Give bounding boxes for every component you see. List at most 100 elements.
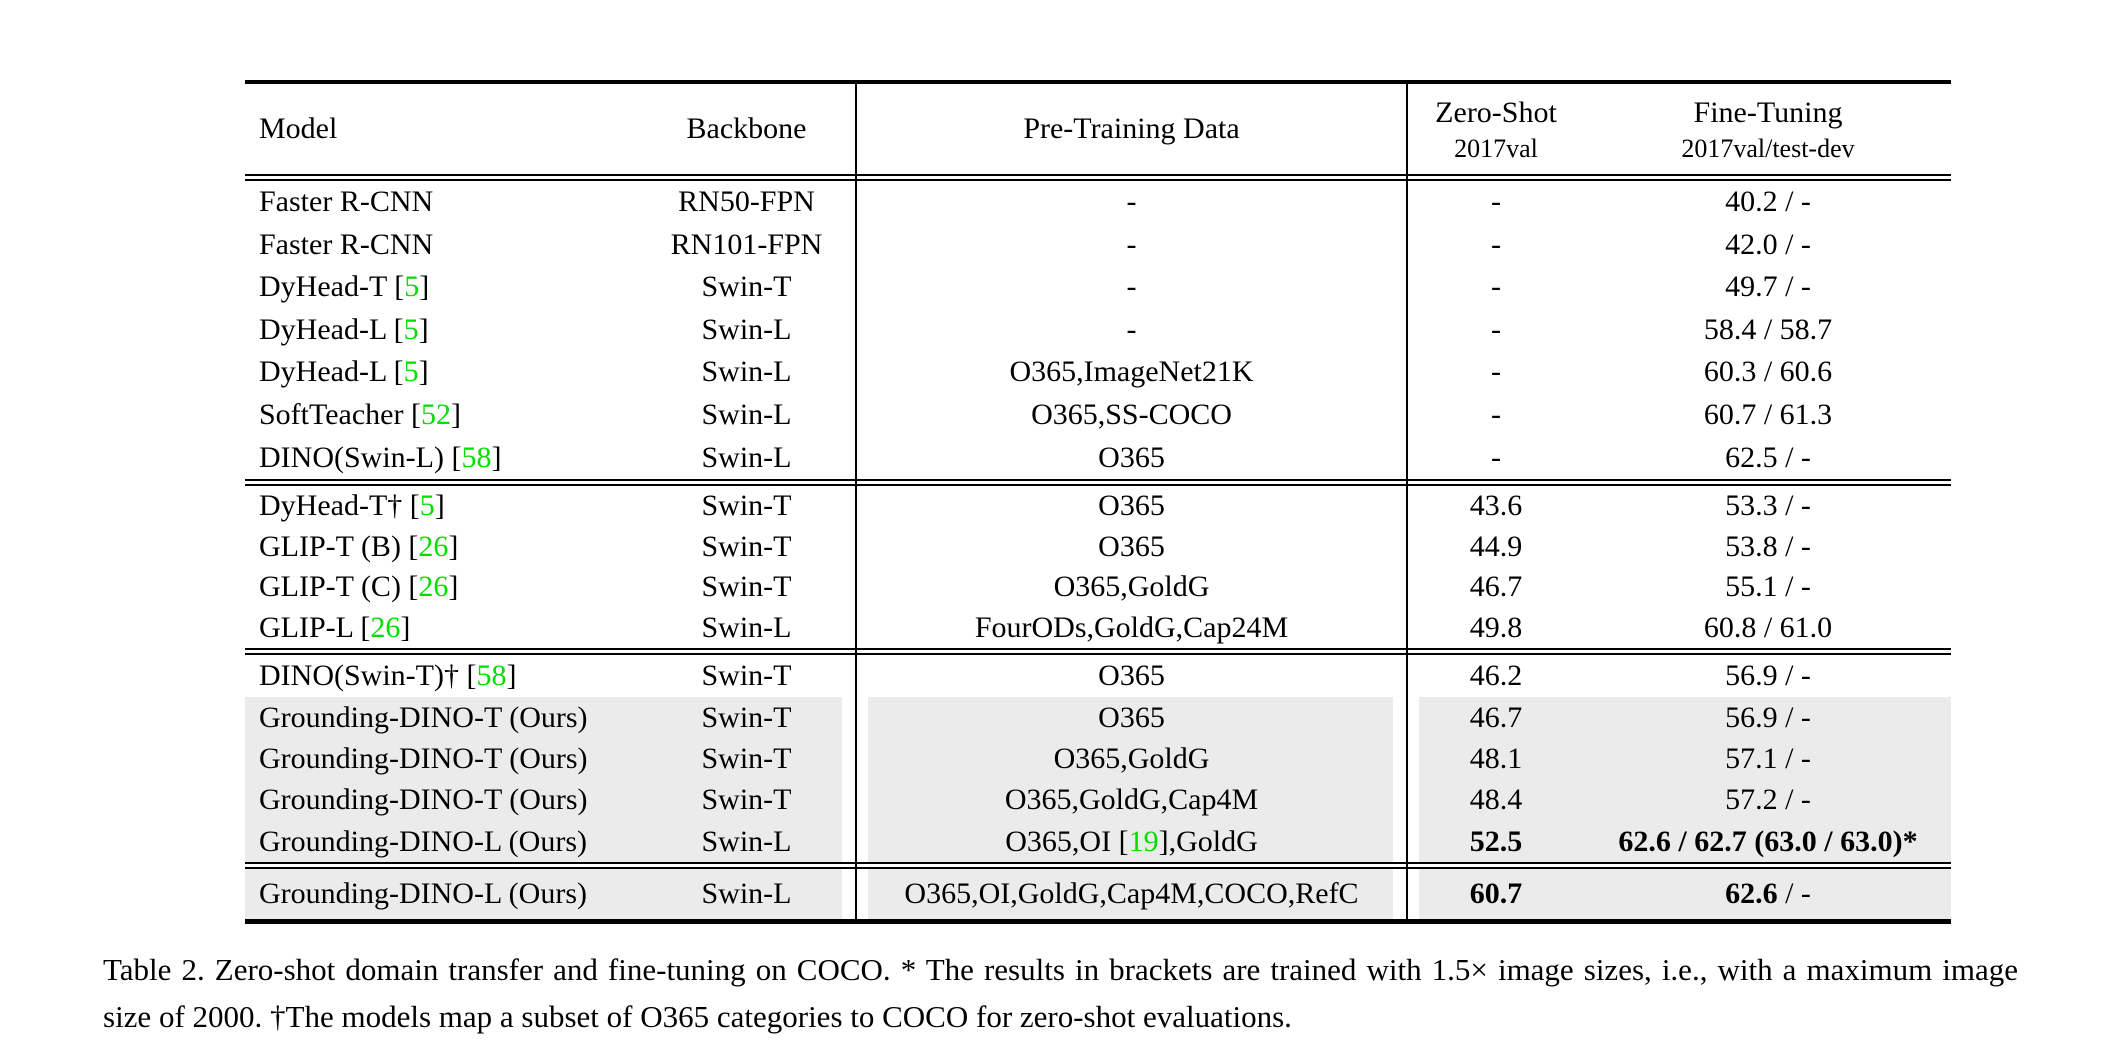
cell-model: DINO(Swin-T)† [58] xyxy=(245,655,637,696)
cell-backbone: Swin-T xyxy=(701,659,792,693)
table-row: Grounding-DINO-L (Ours) Swin-L O365,OI [19… xyxy=(245,820,1951,863)
text-segment: ] xyxy=(448,570,459,604)
cell-model: SoftTeacher [52] xyxy=(245,394,637,437)
text-segment: O365,OI,GoldG,Cap4M,COCO,RefC xyxy=(904,877,1359,911)
text-segment: ] xyxy=(450,397,461,431)
header-separator-rule xyxy=(245,174,1951,181)
table-row: DyHead-L [5] Swin-L - - 58.4 / 58.7 xyxy=(245,309,1951,352)
cell-backbone: Swin-T xyxy=(701,700,792,734)
col-header-pretraining-data: Pre-Training Data xyxy=(1023,112,1240,145)
text-segment: 46.7 xyxy=(1469,570,1523,604)
text-segment: O365,SS-COCO xyxy=(1031,397,1232,431)
citation-ref: 26 xyxy=(370,610,401,644)
text-segment: 60.3 / 60.6 xyxy=(1703,355,1833,389)
text-segment: Grounding-DINO-T (Ours) xyxy=(259,783,588,817)
text-segment: 48.4 xyxy=(1469,783,1523,817)
table-section: Grounding-DINO-L (Ours) Swin-L O365,OI,Gol… xyxy=(245,869,1951,920)
cell-zeroshot: 48.4 xyxy=(1407,779,1585,820)
column-divider-backbone-pretrain xyxy=(855,84,857,920)
cell-zeroshot: - xyxy=(1407,394,1585,437)
cell-finetune: 55.1 / - xyxy=(1585,567,1951,608)
cell-model: GLIP-T (C) [26] xyxy=(245,567,637,608)
cell-model: Grounding-DINO-L (Ours) xyxy=(245,869,637,919)
col-header-finetuning: Fine-Tuning 2017val/test-dev xyxy=(1585,84,1951,174)
cell-pretrain: O365,ImageNet21K xyxy=(856,351,1407,394)
text-segment: O365,ImageNet21K xyxy=(1009,355,1254,389)
table-row: DyHead-L [5] Swin-L O365,ImageNet21K - 60.3 … xyxy=(245,351,1951,394)
table-section: DyHead-T† [5] Swin-T O365 43.6 53.3 / - GLIP-… xyxy=(245,486,1951,648)
cell-model: Grounding-DINO-T (Ours) xyxy=(245,697,637,738)
cell-zeroshot: 60.7 xyxy=(1407,869,1585,919)
text-segment: 42.0 / - xyxy=(1725,227,1811,261)
text-segment: GLIP-T (B) [ xyxy=(259,529,419,563)
text-segment: GLIP-L [ xyxy=(259,610,371,644)
cell-finetune: 49.7 / - xyxy=(1585,266,1951,309)
cell-finetune: 42.0 / - xyxy=(1585,224,1951,267)
table-bottom-rule xyxy=(245,919,1951,925)
text-segment: 46.7 xyxy=(1469,700,1523,734)
cell-backbone: Swin-T xyxy=(701,529,792,563)
cell-pretrain: O365,SS-COCO xyxy=(856,394,1407,437)
text-segment: DyHead-T† [ xyxy=(259,489,420,523)
cell-zeroshot: 44.9 xyxy=(1407,527,1585,568)
cell-finetune: 56.9 / - xyxy=(1585,655,1951,696)
citation-ref: 26 xyxy=(418,529,449,563)
cell-pretrain: O365 xyxy=(856,486,1407,527)
cell-backbone: RN50-FPN xyxy=(678,185,815,218)
cell-backbone: Swin-L xyxy=(701,312,792,346)
text-segment: - xyxy=(1491,227,1501,261)
cell-pretrain: - xyxy=(856,266,1407,309)
text-segment: ] xyxy=(491,440,502,474)
cell-pretrain: - xyxy=(856,181,1407,224)
table-row: GLIP-L [26] Swin-L FourODs,GoldG,Cap24M 49.… xyxy=(245,608,1951,649)
cell-model: Grounding-DINO-T (Ours) xyxy=(245,779,637,820)
cell-zeroshot: - xyxy=(1407,351,1585,394)
col-header-finetuning-title: Fine-Tuning xyxy=(1693,96,1843,129)
cell-finetune: 57.2 / - xyxy=(1585,779,1951,820)
text-segment: Grounding-DINO-L (Ours) xyxy=(259,877,587,911)
table-row: Grounding-DINO-L (Ours) Swin-L O365,OI,Gol… xyxy=(245,869,1951,920)
cell-backbone: Swin-L xyxy=(701,355,792,389)
text-segment: 56.9 / - xyxy=(1725,659,1811,693)
cell-backbone: Swin-T xyxy=(701,270,792,304)
cell-finetune: 56.9 / - xyxy=(1585,697,1951,738)
text-segment: 40.2 / - xyxy=(1725,185,1811,218)
text-segment: 55.1 / - xyxy=(1725,570,1811,604)
text-segment: Grounding-DINO-L (Ours) xyxy=(259,824,587,858)
cell-model: DyHead-T† [5] xyxy=(245,486,637,527)
text-segment: ] xyxy=(400,610,411,644)
table-row: Grounding-DINO-T (Ours) Swin-T O365,GoldG,… xyxy=(245,779,1951,821)
col-header-model: Model xyxy=(259,112,338,145)
text-segment: O365 xyxy=(1098,700,1165,734)
text-segment: 57.2 / - xyxy=(1725,783,1811,817)
text-segment: 60.7 / 61.3 xyxy=(1703,397,1833,431)
text-segment: - xyxy=(1126,185,1137,218)
cell-model: Faster R-CNN xyxy=(245,224,637,267)
table-row: GLIP-T (B) [26] Swin-T O365 44.9 53.8 / - xyxy=(245,527,1951,568)
cell-pretrain: - xyxy=(856,309,1407,352)
table-body: Faster R-CNN RN50-FPN - -40.2 / - Faster R-C… xyxy=(245,181,1951,920)
text-segment: - xyxy=(1491,185,1501,218)
cell-backbone: Swin-T xyxy=(701,489,792,523)
citation-ref: 58 xyxy=(476,659,507,693)
text-segment: GLIP-T (C) [ xyxy=(259,570,419,604)
table-row: GLIP-T (C) [26] Swin-T O365,GoldG 46.7 55.1 … xyxy=(245,567,1951,608)
citation-ref: 26 xyxy=(418,570,449,604)
table-header-row: Model Backbone Pre-Training Data Zero-Sh… xyxy=(245,84,1951,174)
text-segment: 49.7 / - xyxy=(1725,270,1811,304)
text-segment: 57.1 / - xyxy=(1725,741,1811,775)
text-segment: - xyxy=(1491,312,1501,346)
text-segment: ] xyxy=(448,529,459,563)
cell-zeroshot: 46.7 xyxy=(1407,567,1585,608)
table-row: DyHead-T† [5] Swin-T O365 43.6 53.3 / - xyxy=(245,486,1951,527)
cell-model: DyHead-T [5] xyxy=(245,266,637,309)
col-header-zeroshot-title: Zero-Shot xyxy=(1435,96,1557,129)
text-segment: O365 xyxy=(1098,440,1165,474)
text-segment: O365,GoldG xyxy=(1053,741,1210,775)
text-segment: 60.7 xyxy=(1469,877,1523,911)
text-segment: Grounding-DINO-T (Ours) xyxy=(259,700,588,734)
cell-model: DyHead-L [5] xyxy=(245,351,637,394)
section-separator-rule xyxy=(245,862,1951,870)
table-row: SoftTeacher [52] Swin-L O365,SS-COCO - 60.7 … xyxy=(245,394,1951,437)
text-segment: - xyxy=(1126,227,1137,261)
